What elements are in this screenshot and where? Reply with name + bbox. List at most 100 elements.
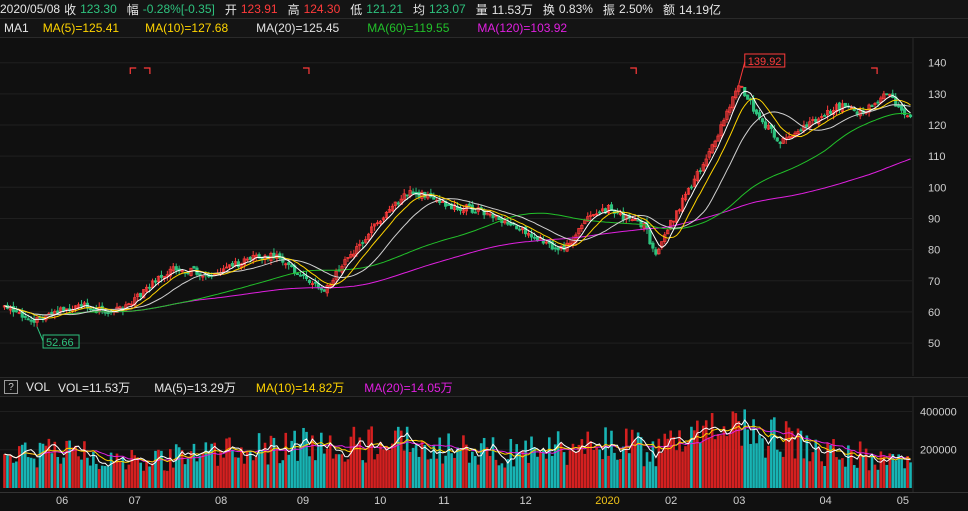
volume-bar [317, 444, 320, 488]
volume-bar [340, 454, 344, 488]
candle-body [461, 209, 466, 213]
volume-bar [103, 466, 107, 488]
volume-label: 量 [475, 2, 488, 17]
candle-body [444, 200, 448, 207]
volume-legend-bar: ? VOL VOL=11.53万 MA(5)=13.29万 MA(10)=14.… [0, 377, 968, 397]
volume-bar [53, 441, 57, 488]
volume-bar [305, 431, 308, 488]
vol-indicator-name[interactable]: VOL [26, 380, 51, 394]
volume-bar [607, 455, 610, 488]
candle-body [867, 104, 871, 113]
candle-body [529, 233, 534, 238]
volume-bar [660, 452, 664, 488]
candle-body [772, 129, 776, 138]
volume-bar [687, 440, 690, 488]
candle-body [526, 233, 531, 236]
volume-bar [228, 437, 231, 488]
volume-bar [402, 450, 406, 488]
price-chart[interactable]: 140 130 120 110 100 90 80 70 60 50 139.92 52.66 [0, 38, 968, 376]
volume-bar [542, 449, 545, 488]
volume-bar [500, 463, 504, 488]
candle-body [766, 125, 770, 130]
low-value: 121.21 [366, 2, 403, 16]
volume-bar [462, 435, 465, 488]
candle-body [763, 121, 768, 129]
volume-bar [556, 431, 560, 488]
candle-body [600, 208, 605, 212]
candle-body [633, 219, 637, 221]
volume-bar [698, 442, 702, 488]
volume-bar [248, 450, 252, 488]
candle-body [130, 303, 134, 306]
candle-body [731, 96, 735, 109]
volume-bar [728, 432, 732, 488]
candle-body [361, 242, 365, 244]
volume-bar [586, 431, 590, 488]
period-marker [129, 67, 137, 74]
candle-body [159, 274, 164, 278]
volume-bar [450, 453, 453, 488]
volume-bar [737, 421, 741, 488]
time-axis: 06 07 08 09 10 11 12 2020 02 03 04 05 [0, 492, 968, 511]
amount-label: 额 [662, 2, 675, 17]
volume-bar [841, 458, 844, 488]
x-tick-10: 10 [374, 495, 387, 507]
volume-bar [385, 445, 388, 488]
candle-body [506, 221, 510, 225]
volume-bar [160, 450, 163, 488]
volume-bar [752, 419, 755, 488]
vol-ma20-line [4, 426, 911, 463]
ma60-legend: MA(60)=119.55 [367, 21, 450, 35]
volume-bar [622, 446, 625, 488]
candle-body [352, 253, 356, 257]
candle-body [873, 103, 877, 106]
volume-chart[interactable]: 400000 200000 [0, 396, 968, 492]
candle-body [378, 220, 383, 224]
volume-bar [17, 446, 21, 488]
candle-body [325, 285, 329, 294]
low-label: 低 [350, 2, 363, 17]
candle-body [248, 256, 252, 260]
candle-body [589, 214, 593, 217]
volume-bar [56, 456, 60, 488]
candle-body [704, 158, 708, 167]
volume-bar [773, 417, 776, 488]
volume-bar [636, 432, 640, 488]
candle-body [88, 308, 92, 311]
volume-bar [177, 447, 181, 488]
candle-body [106, 312, 110, 314]
volume-bar [592, 449, 596, 488]
candle-body [553, 247, 557, 250]
volume-bar [882, 456, 886, 488]
volume-bar [459, 450, 462, 488]
volume-bar [749, 443, 752, 488]
volume-bar [861, 455, 865, 488]
volume-bar [124, 469, 128, 488]
volume-bar [376, 454, 379, 488]
volume-bar [396, 426, 400, 488]
candle-body [852, 109, 856, 111]
candle-body [666, 229, 670, 235]
volume-bar [852, 465, 856, 488]
volume-bar [139, 462, 142, 488]
volume-bar [503, 467, 507, 488]
candle-body [145, 286, 149, 292]
candle-body [728, 106, 732, 113]
candle-body [740, 85, 744, 88]
candle-body [799, 129, 803, 132]
candle-body [23, 315, 27, 318]
volume-bar [707, 437, 711, 488]
volume-bar [793, 458, 797, 488]
volume-bar [174, 444, 178, 488]
volume-bar [171, 467, 175, 488]
x-tick-07: 07 [128, 495, 141, 507]
volume-bar [722, 426, 726, 488]
candle-body [855, 111, 859, 115]
period-marker [302, 67, 310, 74]
volume-bar [817, 446, 821, 488]
candle-body [746, 94, 750, 100]
ma-indicator-name[interactable]: MA1 [4, 21, 29, 35]
help-button[interactable]: ? [4, 380, 18, 394]
volume-bar [284, 432, 288, 488]
candle-body [393, 201, 397, 206]
